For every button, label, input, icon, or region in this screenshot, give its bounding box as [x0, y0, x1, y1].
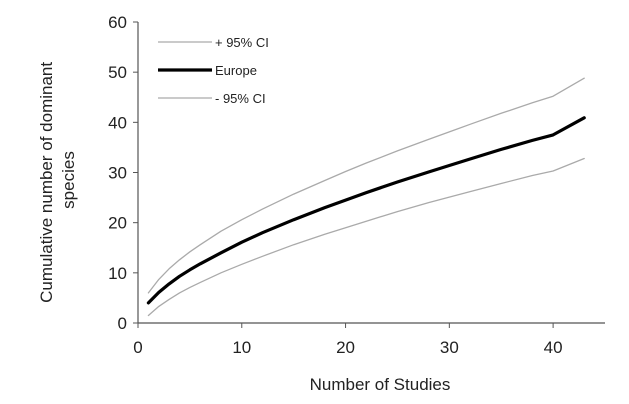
y-tick-label: 20 [108, 214, 127, 233]
legend: + 95% CI Europe - 95% CI [158, 35, 269, 106]
x-tick-label: 20 [336, 338, 355, 357]
y-tick-label: 30 [108, 164, 127, 183]
y-tick-label: 0 [118, 314, 127, 333]
series-layer [146, 77, 586, 317]
y-axis-title-line-2: species [59, 151, 78, 209]
series-line-95-ci [147, 157, 585, 317]
x-tick-label: 0 [133, 338, 142, 357]
y-tick-label: 50 [108, 63, 127, 82]
x-tick-label: 40 [544, 338, 563, 357]
y-tick-label: 60 [108, 13, 127, 32]
x-axis: 0 10 20 30 40 [133, 322, 605, 357]
series-line-europe [146, 116, 586, 305]
legend-label: Europe [215, 63, 257, 78]
series-line-95-ci [147, 77, 585, 294]
legend-label: - 95% CI [215, 91, 266, 106]
x-tick-label: 10 [232, 338, 251, 357]
y-axis-title-line-1: Cumulative number of dominant [37, 62, 56, 303]
legend-label: + 95% CI [215, 35, 269, 50]
y-tick-label: 10 [108, 264, 127, 283]
y-tick-label: 40 [108, 113, 127, 132]
y-axis-title: Cumulative number of dominant species [37, 57, 78, 303]
y-axis: 0 10 20 30 40 50 60 [108, 13, 139, 333]
x-axis-title: Number of Studies [310, 375, 451, 394]
x-tick-label: 30 [440, 338, 459, 357]
